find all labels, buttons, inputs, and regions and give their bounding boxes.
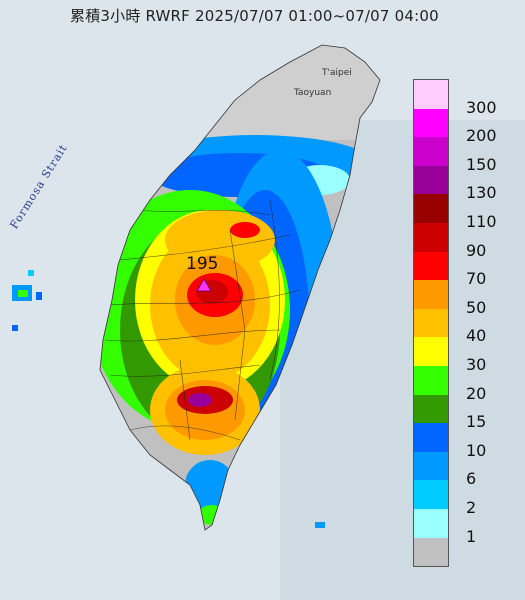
legend-swatch — [414, 423, 448, 452]
legend-label: 90 — [466, 240, 487, 260]
legend-label: 20 — [466, 383, 487, 403]
legend-label: 2 — [466, 498, 477, 517]
max-rainfall-marker — [196, 278, 212, 292]
place-label-taoyuan: Taoyuan — [294, 88, 332, 98]
legend-label: 6 — [466, 469, 477, 489]
legend-swatch — [414, 337, 448, 366]
max-value-label: 195 — [186, 254, 219, 274]
legend-swatch — [414, 194, 448, 223]
legend-label: 1 — [466, 526, 477, 546]
island-outline — [99, 44, 381, 531]
legend-label: 10 — [466, 440, 487, 460]
legend-label: 50 — [466, 297, 487, 317]
legend-swatch — [414, 394, 448, 424]
legend-swatch — [414, 80, 448, 109]
legend-label: 150 — [466, 154, 497, 174]
legend-swatch — [414, 537, 448, 567]
place-label-taipei: T'aipei — [322, 68, 352, 78]
legend-label: 70 — [466, 269, 487, 289]
legend-swatch — [414, 137, 448, 166]
legend-label: 40 — [466, 326, 487, 346]
legend-color-bar — [413, 79, 449, 568]
legend-swatch — [414, 308, 448, 338]
legend-swatch — [414, 508, 448, 538]
legend-swatch — [414, 280, 448, 309]
offshore-rain-cells — [12, 270, 325, 528]
legend-swatch — [414, 480, 448, 509]
legend-label: 30 — [466, 355, 487, 374]
legend-label: 110 — [466, 212, 497, 231]
legend-label: 15 — [466, 412, 487, 432]
legend-swatch — [414, 165, 448, 195]
legend-label: 200 — [466, 126, 497, 146]
legend-swatch — [414, 451, 448, 481]
legend-swatch — [414, 108, 448, 138]
legend-label: 300 — [466, 97, 497, 117]
legend-swatch — [414, 251, 448, 281]
map-title: 累積3小時 RWRF 2025/07/07 01:00~07/07 04:00 — [70, 7, 439, 25]
legend-swatch — [414, 222, 448, 252]
legend-label: 130 — [466, 183, 497, 203]
legend-swatch — [414, 365, 448, 395]
